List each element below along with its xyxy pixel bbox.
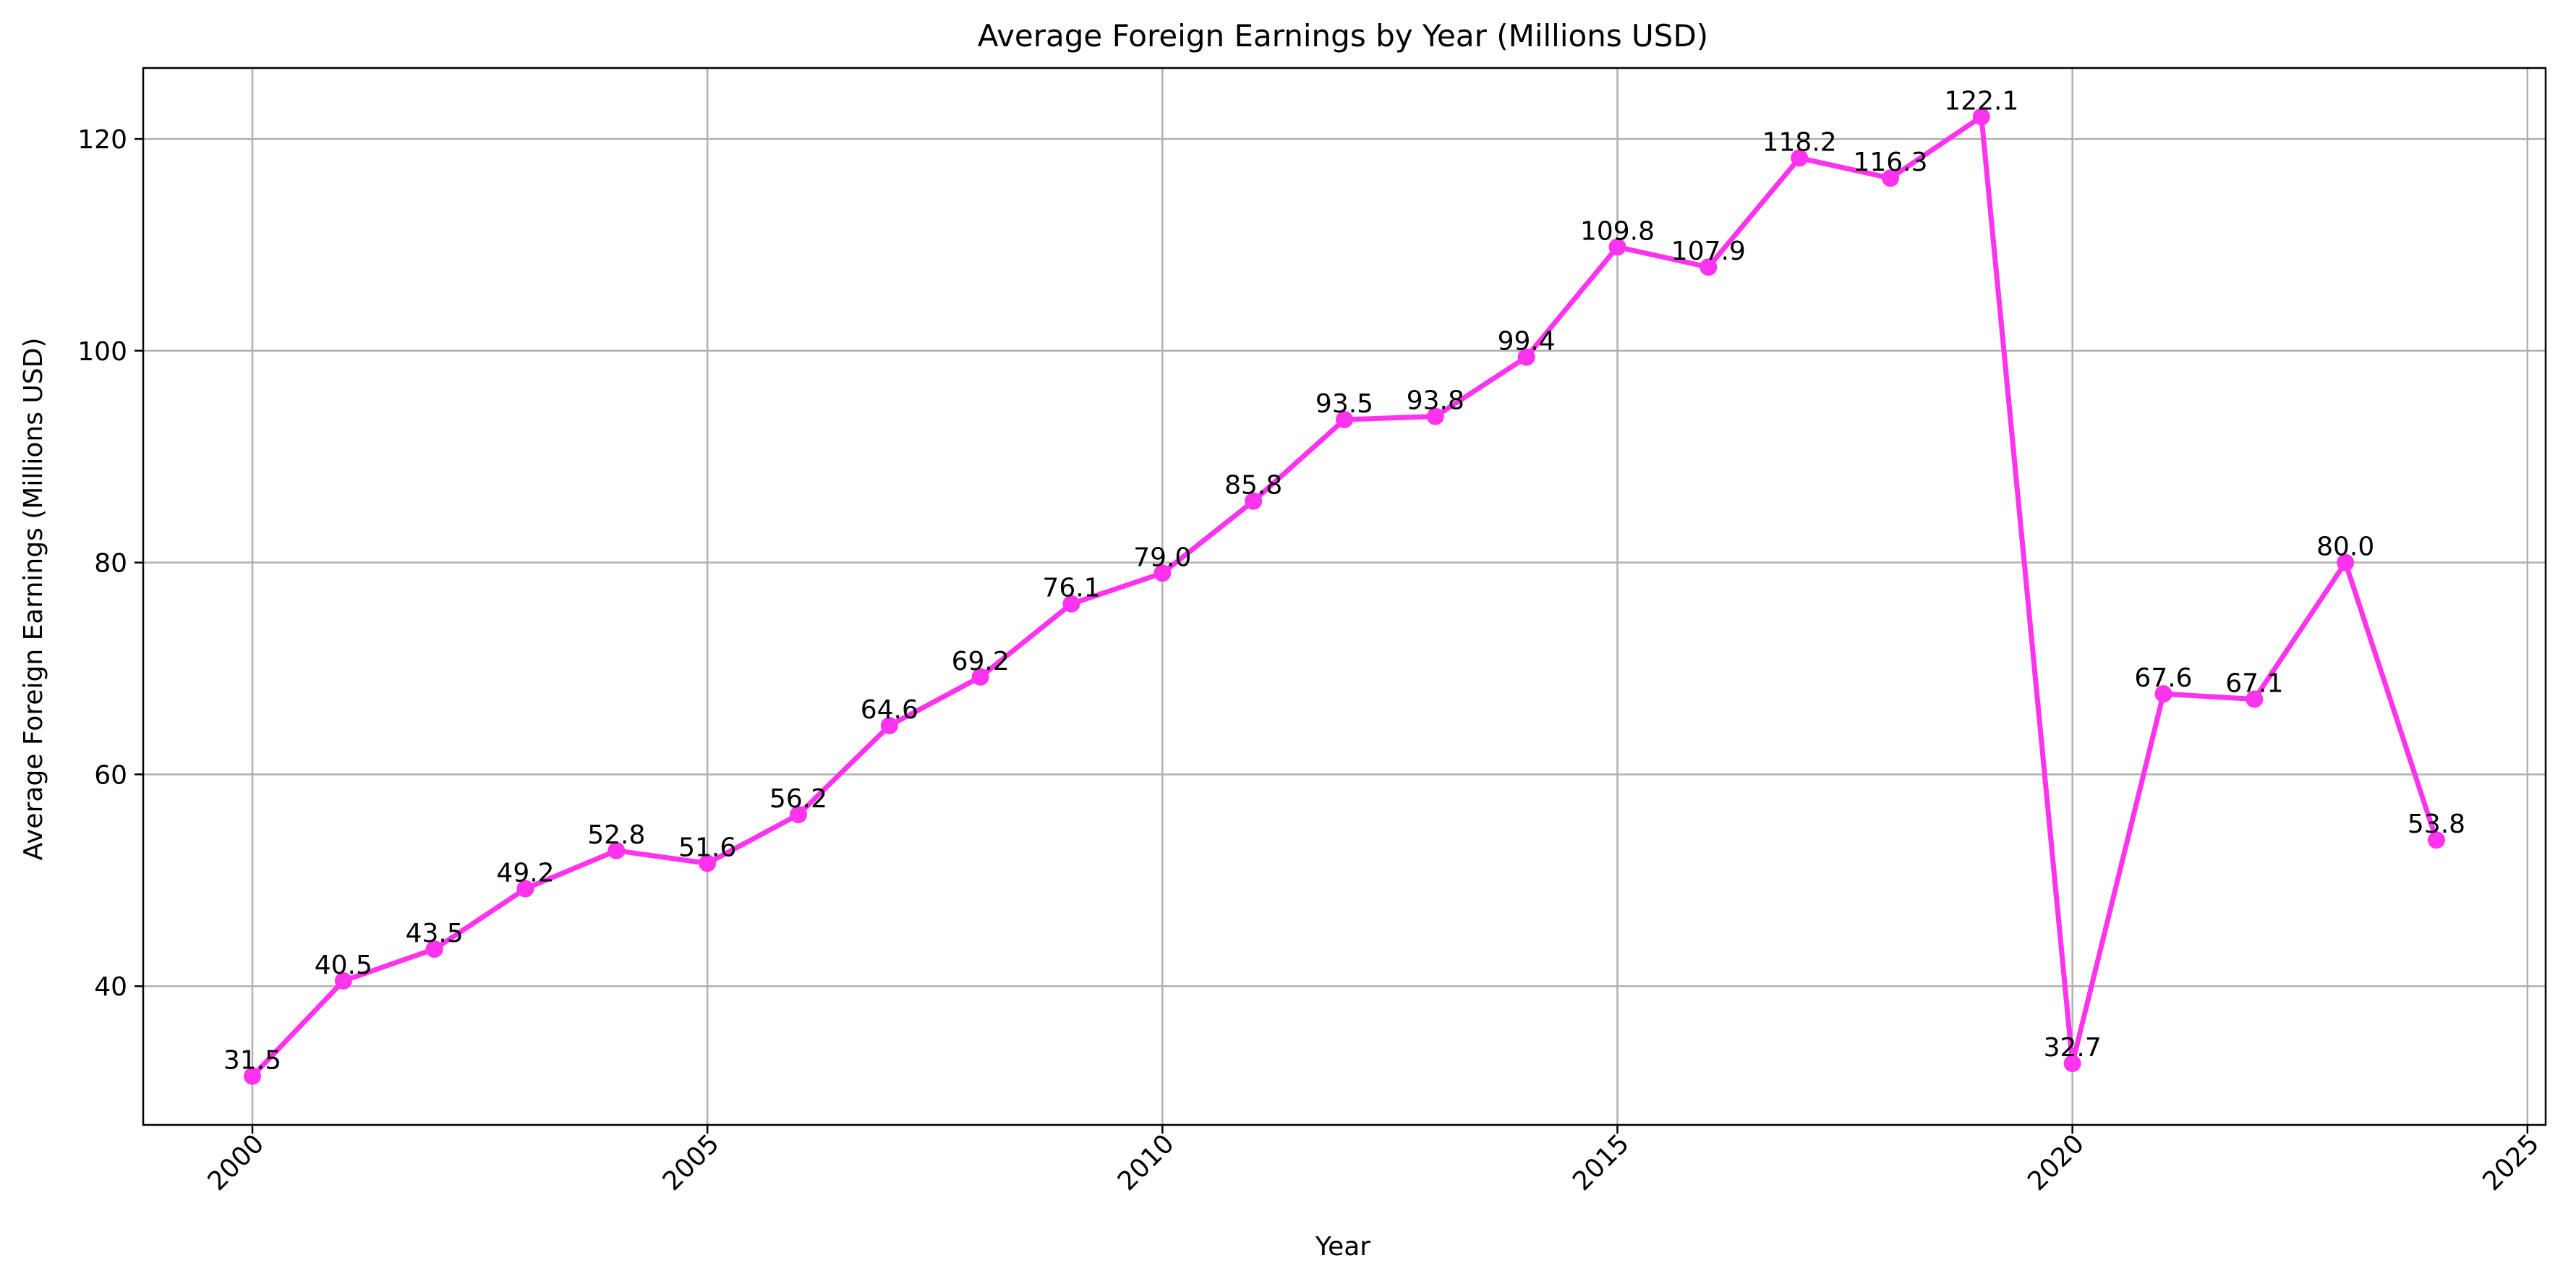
x-tick-label: 2015 [1567, 1129, 1635, 1197]
data-point [971, 668, 989, 686]
data-point [1426, 407, 1444, 425]
data-point [880, 717, 898, 735]
data-point [1245, 492, 1263, 510]
x-tick-label: 2000 [202, 1129, 270, 1197]
series-line [250, 114, 2439, 1079]
data-point [1699, 258, 1718, 276]
x-tick-label: 2010 [1112, 1129, 1180, 1197]
data-label: 53.8 [2407, 810, 2465, 839]
data-label: 122.1 [1944, 86, 2018, 116]
data-point [2063, 1055, 2081, 1073]
data-label: 116.3 [1853, 148, 1927, 177]
data-point [244, 1067, 261, 1085]
data-label: 40.5 [315, 951, 372, 980]
data-point [1336, 411, 1353, 429]
data-label: 80.0 [2316, 532, 2374, 562]
data-label: 49.2 [496, 859, 554, 888]
data-point [1972, 108, 1990, 126]
y-tick-label: 60 [94, 760, 127, 790]
y-tick-label: 40 [94, 972, 127, 1002]
axis-ticks: 2000 2005 2010 2015 2020 2025 40 60 80 100 120 [77, 125, 2545, 1197]
y-axis-title: Average Foreign Earnings (Millions USD) [19, 338, 48, 861]
data-label: 107.9 [1671, 237, 1746, 266]
data-point [425, 940, 443, 958]
data-label: 43.5 [406, 919, 464, 948]
x-tick-label: 2020 [2022, 1129, 2090, 1197]
data-label: 52.8 [587, 820, 645, 850]
data-label: 31.5 [223, 1046, 281, 1076]
data-point [334, 972, 352, 990]
data-point [1608, 238, 1626, 256]
data-label: 93.8 [1407, 386, 1464, 416]
data-label: 32.7 [2044, 1033, 2102, 1063]
data-label: 67.6 [2134, 663, 2192, 693]
data-point [2246, 690, 2264, 708]
plot-area-frame [142, 67, 2547, 1126]
data-label: 64.6 [861, 695, 918, 725]
series [244, 108, 2445, 1085]
data-label: 69.2 [952, 647, 1010, 676]
y-tick-label: 120 [77, 125, 127, 155]
data-point [1791, 149, 1809, 167]
data-label: 67.1 [2225, 669, 2283, 699]
data-point [1062, 595, 1080, 613]
data-point [607, 841, 626, 859]
data-point [699, 854, 717, 872]
data-point [790, 806, 807, 824]
data-label: 93.5 [1315, 389, 1373, 419]
grid [143, 68, 2546, 1125]
y-tick-label: 100 [77, 337, 127, 367]
x-tick-label: 2005 [657, 1129, 725, 1197]
y-tick-label: 80 [94, 549, 127, 579]
data-label: 51.6 [678, 833, 736, 862]
data-point [2154, 685, 2172, 703]
data-point [1517, 348, 1535, 366]
data-label: 118.2 [1762, 127, 1837, 157]
x-tick-label: 2025 [2477, 1129, 2545, 1197]
data-point [516, 880, 534, 898]
data-labels: 31.5 40.5 43.5 49.2 52.8 51.6 56.2 64.6 69.2 76.1… [223, 86, 2465, 1075]
data-label: 56.2 [769, 784, 827, 814]
data-label: 79.0 [1133, 543, 1191, 572]
data-label: 109.8 [1580, 216, 1655, 246]
data-point [2428, 831, 2445, 849]
data-point [2337, 553, 2355, 571]
data-label: 99.4 [1498, 327, 1556, 357]
data-point [1153, 564, 1172, 582]
chart-title: Average Foreign Earnings by Year (Millio… [978, 18, 1708, 54]
data-label: 76.1 [1042, 574, 1100, 603]
data-point [1882, 169, 1899, 187]
data-label: 85.8 [1224, 471, 1282, 501]
x-axis-title: Year [1315, 1232, 1370, 1262]
